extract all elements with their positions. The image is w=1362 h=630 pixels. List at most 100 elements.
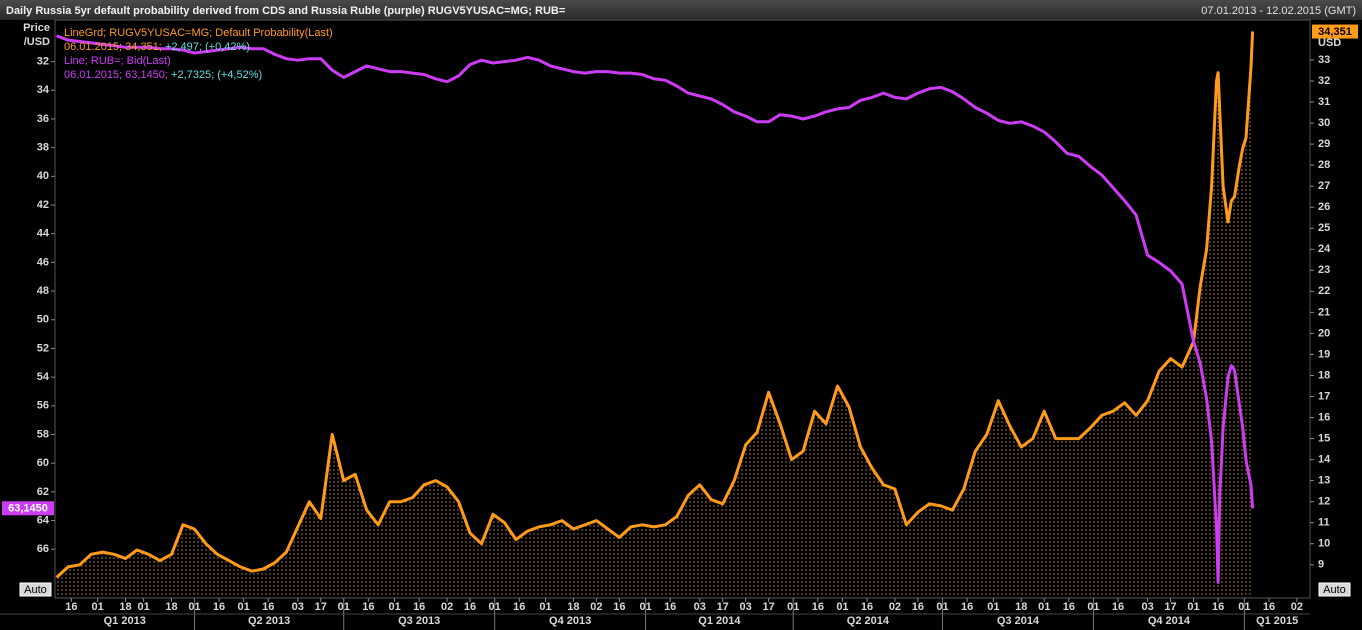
y-tick-label: 44 <box>37 228 50 240</box>
auto-button-label[interactable]: Auto <box>1323 584 1346 596</box>
auto-button[interactable]: Auto <box>1318 582 1351 597</box>
legend-last: 06.01.2015; 63,1450; <box>64 69 168 81</box>
auto-button-bg[interactable] <box>19 582 52 597</box>
y2-tick-label: 11 <box>1318 517 1330 529</box>
y2-tick-label: 27 <box>1318 180 1330 192</box>
quarter-label: Q1 2014 <box>698 615 741 627</box>
quarter-label: Q4 2014 <box>1148 615 1191 627</box>
y2-tick-label: 33 <box>1318 54 1330 66</box>
y2-tick-label: 29 <box>1318 138 1330 150</box>
auto-button[interactable]: Auto <box>19 582 52 597</box>
x-tick-label: 16 <box>65 601 77 613</box>
quarter-label: Q1 2015 <box>1256 615 1298 627</box>
x-tick-label: 18 <box>567 601 579 613</box>
x-tick-label: 01 <box>836 601 848 613</box>
y-axis-label: /USD <box>24 36 50 48</box>
x-tick-label: 02 <box>441 601 453 613</box>
y2-tick-label: 15 <box>1318 432 1330 444</box>
x-tick-label: 01 <box>388 601 400 613</box>
series-line <box>56 34 1255 584</box>
y-tick-label: 54 <box>37 371 50 383</box>
x-tick-label: 18 <box>1015 601 1027 613</box>
y2-tick-label: 14 <box>1318 454 1331 466</box>
last-value-label: 63,1450 <box>8 503 48 515</box>
y-tick-label: 48 <box>37 285 49 297</box>
y-tick-label: 64 <box>37 514 50 526</box>
x-tick-label: 16 <box>1112 601 1124 613</box>
y2-tick-label: 23 <box>1318 264 1330 276</box>
y-tick-label: 38 <box>37 142 49 154</box>
plot-area <box>55 31 1255 598</box>
legend-values: 06.01.2015; 63,1450; +2,7325; (+4,52%) <box>64 69 262 81</box>
legend-values: 06.01.2015; 34,351; +2,497; (+0,42%) <box>64 41 250 53</box>
area-fill <box>56 31 1253 598</box>
y-tick-label: 50 <box>37 314 49 326</box>
x-tick-label: 17 <box>717 601 729 613</box>
y-tick-label: 40 <box>37 170 49 182</box>
y2-tick-label: 9 <box>1318 559 1324 571</box>
x-tick-label: 16 <box>413 601 425 613</box>
y-tick-label: 36 <box>37 113 49 125</box>
y-tick-label: 60 <box>37 457 49 469</box>
y-axis-label: Price <box>23 22 50 34</box>
x-tick-label: 16 <box>861 601 873 613</box>
x-tick-label: 16 <box>812 601 824 613</box>
x-tick-label: 16 <box>464 601 476 613</box>
x-tick-label: 16 <box>513 601 525 613</box>
x-tick-label: 01 <box>987 601 999 613</box>
y2-tick-label: 13 <box>1318 475 1330 487</box>
auto-button-label[interactable]: Auto <box>24 584 47 596</box>
x-tick-label: 03 <box>694 601 706 613</box>
y-tick-label: 56 <box>37 400 49 412</box>
x-tick-label: 01 <box>238 601 250 613</box>
y2-tick-label: 25 <box>1318 222 1330 234</box>
y2-tick-label: 17 <box>1318 390 1330 402</box>
quarter-label: Q4 2013 <box>549 615 591 627</box>
y2-tick-label: 22 <box>1318 285 1330 297</box>
last-value-label: 34,351 <box>1318 26 1352 38</box>
y-tick-label: 46 <box>37 256 49 268</box>
y2-axis-label: USD <box>1318 37 1341 49</box>
x-tick-label: 16 <box>1263 601 1275 613</box>
y2-tick-label: 24 <box>1318 243 1331 255</box>
y-tick-label: 42 <box>37 199 49 211</box>
x-tick-label: 02 <box>1291 601 1303 613</box>
auto-button-bg[interactable] <box>1318 582 1351 597</box>
y2-tick-label: 26 <box>1318 201 1330 213</box>
x-tick-label: 16 <box>1212 601 1224 613</box>
y2-tick-label: 16 <box>1318 411 1330 423</box>
legend-change: +2,497; (+0,42%) <box>165 41 250 53</box>
x-tick-label: 16 <box>664 601 676 613</box>
y2-tick-label: 30 <box>1318 117 1330 129</box>
x-tick-label: 01 <box>92 601 104 613</box>
x-tick-label: 02 <box>889 601 901 613</box>
x-tick-label: 18 <box>165 601 177 613</box>
y-tick-label: 32 <box>37 55 49 67</box>
x-tick-label: 16 <box>213 601 225 613</box>
y2-tick-label: 21 <box>1318 306 1330 318</box>
y2-tick-label: 31 <box>1318 96 1330 108</box>
y-tick-label: 34 <box>37 84 50 96</box>
x-tick-label: 16 <box>961 601 973 613</box>
y2-tick-label: 28 <box>1318 159 1330 171</box>
x-tick-label: 17 <box>763 601 775 613</box>
quarter-label: Q2 2013 <box>248 615 290 627</box>
legend-entry: Line; RUB=; Bid(Last) <box>64 55 171 67</box>
y-tick-label: 58 <box>37 428 49 440</box>
y-tick-label: 62 <box>37 486 49 498</box>
legend-entry: LineGrd; RUGV5YUSAC=MG; Default Probabil… <box>64 27 333 39</box>
series-line <box>55 31 1255 579</box>
last-value-badge <box>1312 24 1358 39</box>
x-tick-label: 01 <box>137 601 149 613</box>
y2-tick-label: 12 <box>1318 496 1330 508</box>
x-tick-label: 16 <box>262 601 274 613</box>
plot-frame <box>54 19 1311 599</box>
x-tick-label: 02 <box>590 601 602 613</box>
x-tick-label: 16 <box>362 601 374 613</box>
x-tick-label: 16 <box>1063 601 1075 613</box>
x-tick-label: 18 <box>119 601 131 613</box>
x-tick-label: 17 <box>1164 601 1176 613</box>
x-tick-label: 03 <box>1141 601 1153 613</box>
y2-tick-label: 18 <box>1318 369 1330 381</box>
